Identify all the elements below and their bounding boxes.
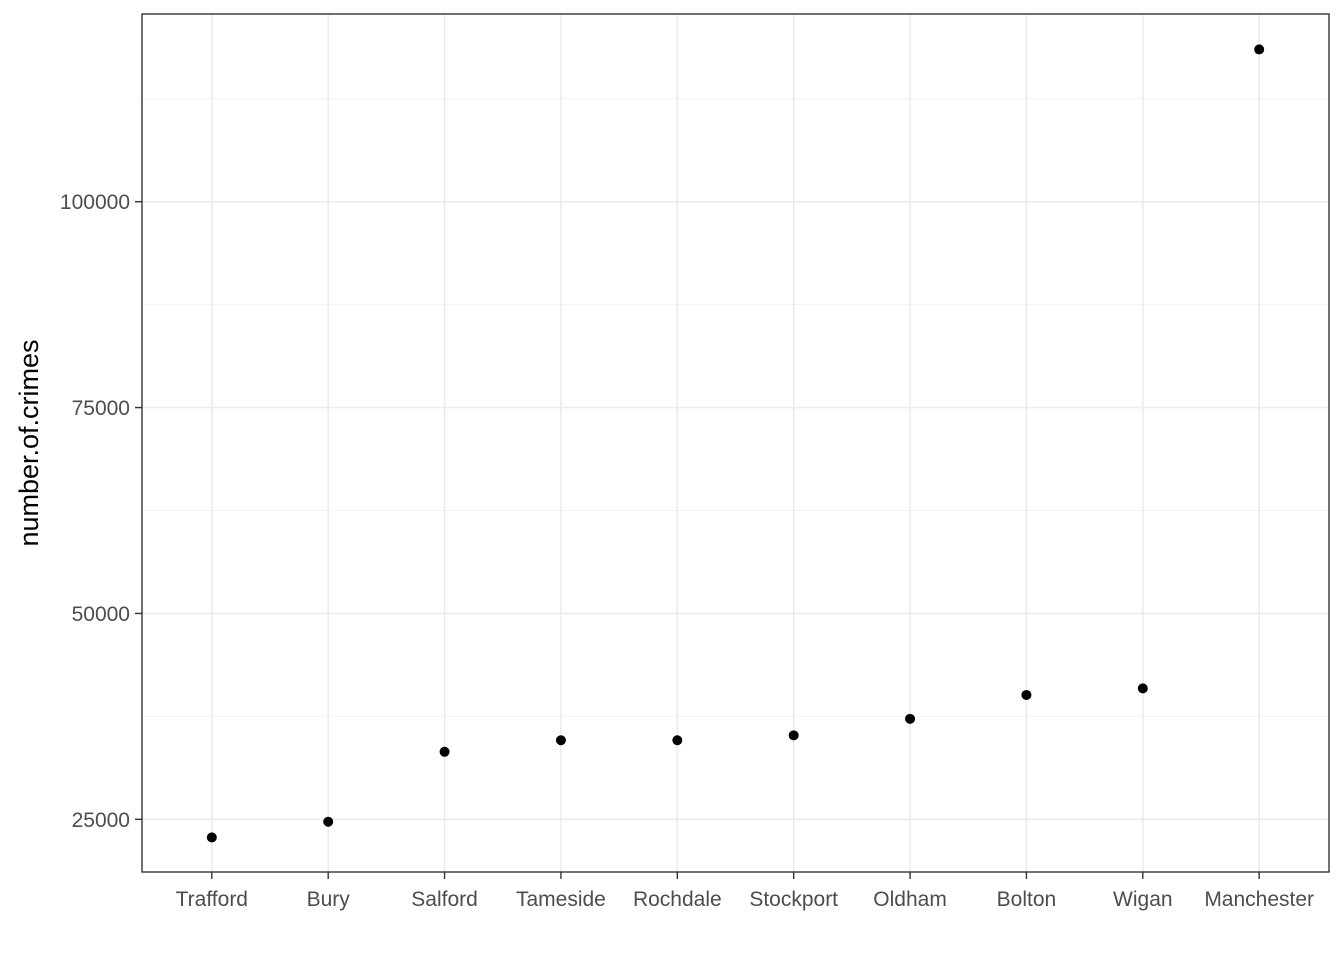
x-tick-label: Bury — [307, 888, 351, 911]
y-tick-label: 100000 — [60, 191, 130, 214]
data-point-tameside — [555, 735, 566, 746]
data-point-salford — [439, 746, 450, 757]
y-tick-label: 50000 — [72, 603, 130, 626]
y-tick-label: 25000 — [72, 809, 130, 832]
data-point-rochdale — [672, 735, 683, 746]
x-tick-label: Wigan — [1113, 888, 1173, 911]
y-axis-tick-labels: 25000 50000 75000 100000 — [60, 191, 130, 832]
x-tick-label: Bolton — [997, 888, 1057, 911]
x-axis-tick-labels: Trafford Bury Salford Tameside Rochdale Stock… — [176, 888, 1314, 911]
data-point-wigan — [1137, 683, 1148, 694]
data-point-bolton — [1021, 689, 1032, 700]
panel-border — [141, 13, 1330, 873]
data-point-stockport — [788, 730, 799, 741]
data-point-bury — [323, 816, 334, 827]
y-tick-label: 75000 — [72, 397, 130, 420]
data-points — [206, 44, 1265, 843]
x-tick-label: Oldham — [873, 888, 947, 911]
x-tick-label: Salford — [411, 888, 478, 911]
data-point-oldham — [905, 713, 916, 724]
axis-ticks — [135, 201, 1260, 879]
data-point-trafford — [206, 832, 217, 843]
x-tick-label: Trafford — [176, 888, 248, 911]
x-tick-label: Tameside — [516, 888, 606, 911]
data-point-manchester — [1254, 44, 1265, 55]
x-tick-label: Manchester — [1204, 888, 1314, 911]
grid-lines — [142, 14, 1329, 872]
x-tick-label: Stockport — [749, 888, 838, 911]
x-tick-label: Rochdale — [633, 888, 722, 911]
y-axis-title: number.of.crimes — [14, 339, 44, 546]
